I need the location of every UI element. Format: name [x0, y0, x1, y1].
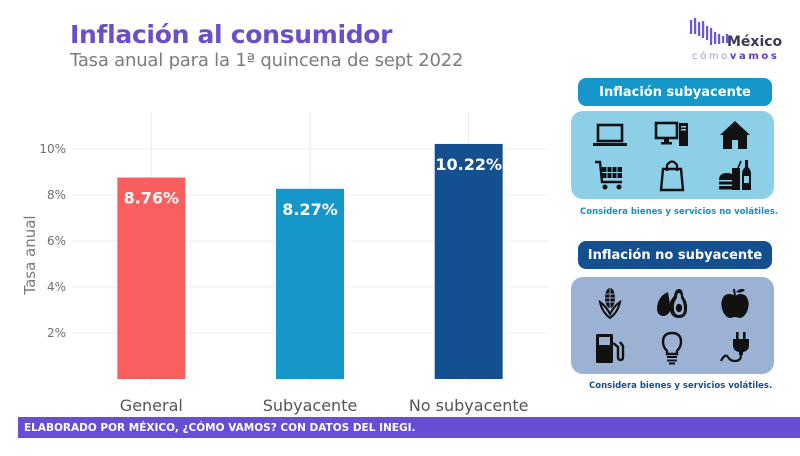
y-tick-label: 2%: [47, 326, 66, 340]
category-label: General: [120, 396, 183, 415]
apple-icon: [721, 289, 749, 319]
subyacente-caption: Considera bienes y servicios no volátile…: [580, 207, 779, 217]
bar-subyacente: [276, 188, 344, 379]
y-tick-labels: 2% 4% 6% 8% 10%: [39, 142, 66, 340]
house-icon: [719, 121, 750, 149]
bars: [117, 143, 503, 379]
logo-bars-icon: [690, 18, 729, 45]
category-label: Subyacente: [263, 396, 358, 415]
data-label: 10.22%: [435, 155, 502, 174]
corn-icon: [598, 288, 622, 320]
category-label: No subyacente: [409, 396, 529, 415]
subyacente-header: Inflación subyacente: [578, 78, 772, 106]
data-labels: 8.76% 8.27% 10.22%: [124, 155, 502, 219]
y-tick-label: 6%: [47, 234, 66, 248]
bar-general: [117, 177, 186, 379]
avocado-icon: [657, 289, 688, 319]
light-bulb-icon: [662, 331, 683, 365]
no-subyacente-header: Inflación no subyacente: [578, 241, 772, 269]
logo-tagline-bold: vamos: [729, 51, 780, 62]
category-labels: General Subyacente No subyacente: [120, 396, 529, 415]
fuel-pump-icon: [596, 333, 625, 363]
data-label: 8.76%: [124, 189, 180, 208]
bar-chart: 2% 4% 6% 8% 10% General Subyacente No subyacen…: [21, 112, 548, 415]
logo-tagline: cómovamos: [692, 51, 779, 62]
source-footer: ELABORADO POR MÉXICO, ¿CÓMO VAMOS? CON D…: [18, 417, 800, 438]
subyacente-icon-panel: [571, 111, 774, 199]
y-axis-title: Tasa anual: [21, 215, 39, 295]
desktop-computer-icon: [655, 121, 689, 146]
y-tick-label: 8%: [47, 188, 66, 202]
y-tick-label: 4%: [47, 280, 66, 294]
no-subyacente-icon-panel: [571, 277, 774, 374]
mexico-como-vamos-logo: México cómovamos: [690, 18, 790, 66]
food-and-drink-icon: [718, 160, 751, 190]
laptop-icon: [593, 123, 628, 146]
chart-subtitle: Tasa anual para la 1ª quincena de sept 2…: [70, 50, 464, 71]
bar-no-subyacente: [434, 143, 503, 379]
no-subyacente-caption: Considera bienes y servicios volátiles.: [589, 381, 773, 391]
logo-tagline-light: cómo: [692, 51, 730, 62]
shopping-bag-icon: [660, 160, 685, 192]
y-tick-label: 10%: [39, 142, 66, 156]
shopping-cart-icon: [595, 160, 623, 190]
electric-plug-icon: [719, 331, 749, 362]
data-label: 8.27%: [282, 200, 338, 219]
chart-title: Inflación al consumidor: [70, 20, 393, 49]
logo-wordmark: México: [727, 34, 783, 50]
